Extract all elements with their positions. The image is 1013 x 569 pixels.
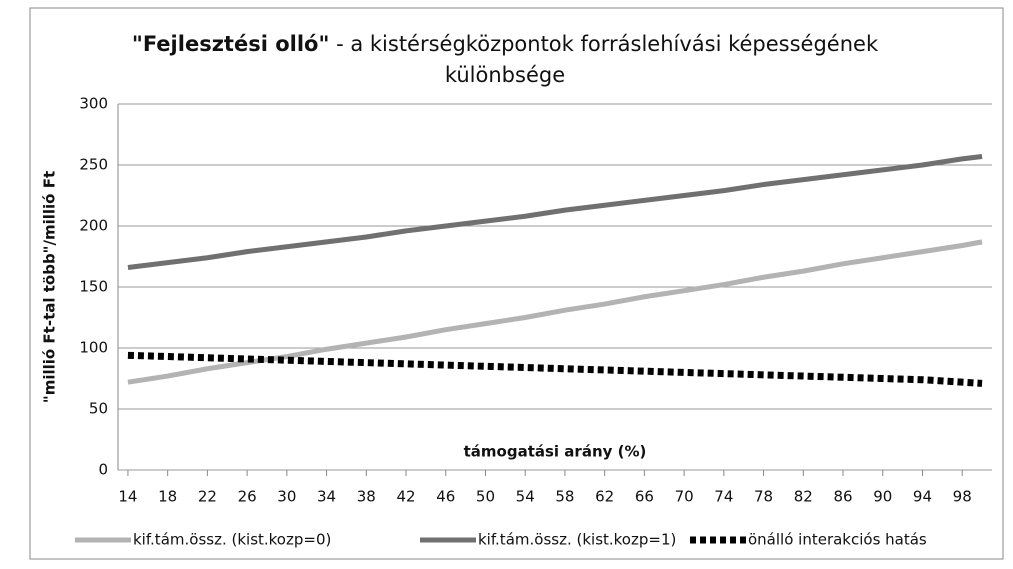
title-bold: "Fejlesztési olló" <box>132 32 330 56</box>
x-tick-label: 54 <box>516 488 535 506</box>
x-tick-label: 82 <box>794 488 813 506</box>
x-tick-label: 46 <box>436 488 455 506</box>
title-rest: - a kistérségközpontok forráslehívási ké… <box>336 32 879 56</box>
x-tick-label: 94 <box>913 488 932 506</box>
x-axis-label: támogatási arány (%) <box>464 443 647 461</box>
legend-label: önálló interakciós hatás <box>748 531 927 549</box>
x-tick-label: 78 <box>754 488 773 506</box>
legend-label: kif.tám.össz. (kist.kozp=0) <box>133 531 331 549</box>
x-tick-label: 50 <box>476 488 495 506</box>
y-tick-label: 250 <box>79 156 108 174</box>
y-tick-label: 150 <box>79 278 108 296</box>
y-tick-label: 50 <box>89 400 108 418</box>
x-tick-label: 74 <box>714 488 733 506</box>
x-tick-label: 34 <box>317 488 336 506</box>
y-tick-label: 200 <box>79 217 108 235</box>
x-tick-label: 30 <box>277 488 296 506</box>
y-tick-label: 300 <box>79 95 108 113</box>
x-tick-label: 66 <box>635 488 654 506</box>
x-tick-label: 62 <box>595 488 614 506</box>
x-tick-label: 38 <box>357 488 376 506</box>
legend-label: kif.tám.össz. (kist.kozp=1) <box>478 531 676 549</box>
y-axis-label: "millió Ft-tal több"/millió Ft <box>41 171 59 403</box>
series-line <box>127 351 983 387</box>
x-tick-label: 58 <box>555 488 574 506</box>
x-tick-label: 14 <box>118 488 137 506</box>
x-tick-label: 98 <box>953 488 972 506</box>
x-tick-label: 18 <box>158 488 177 506</box>
x-tick-label: 22 <box>198 488 217 506</box>
chart-border <box>29 7 1004 560</box>
x-tick-label: 26 <box>238 488 257 506</box>
chart-title: "Fejlesztési olló" - a kistérségközponto… <box>132 32 879 56</box>
x-tick-label: 70 <box>675 488 694 506</box>
x-tick-label: 90 <box>873 488 892 506</box>
y-tick-label: 100 <box>79 339 108 357</box>
chart-title-line2: különbsége <box>445 63 565 87</box>
x-tick-label: 86 <box>833 488 852 506</box>
x-tick-label: 42 <box>396 488 415 506</box>
series-line <box>127 153 983 270</box>
y-tick-label: 0 <box>98 461 108 479</box>
